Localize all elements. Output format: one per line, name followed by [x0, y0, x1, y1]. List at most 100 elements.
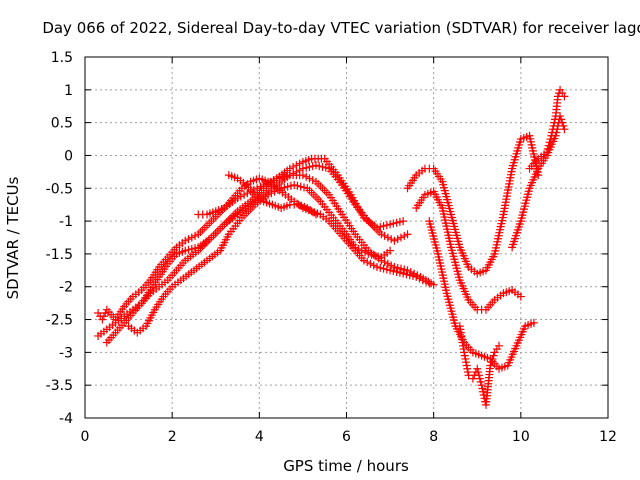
data-point-marker: [383, 259, 392, 268]
data-point-marker: [412, 272, 421, 281]
data-point-marker: [367, 250, 376, 259]
data-point-marker: [191, 231, 200, 240]
data-point-marker: [216, 224, 225, 233]
data-point-marker: [368, 221, 377, 230]
data-point-marker: [302, 172, 311, 181]
data-point-marker: [374, 252, 383, 261]
data-point-marker: [547, 131, 556, 140]
data-point-marker: [307, 188, 316, 197]
data-point-marker: [393, 235, 402, 244]
x-tick-label: 2: [168, 429, 177, 445]
data-point-marker: [550, 118, 559, 127]
chart-title: Day 066 of 2022, Sidereal Day-to-day VTE…: [42, 19, 640, 37]
data-point-marker: [463, 368, 472, 377]
data-point-marker: [314, 179, 323, 188]
data-point-marker: [205, 219, 214, 228]
data-point-marker: [383, 233, 392, 242]
data-point-marker: [98, 315, 107, 324]
data-point-marker: [243, 189, 252, 198]
y-tick-label: -1.5: [46, 247, 73, 263]
series-arc-11: [508, 112, 569, 252]
data-point-marker: [418, 276, 427, 285]
data-point-marker: [366, 259, 375, 268]
data-point-marker: [548, 125, 557, 134]
y-tick-label: -3: [59, 345, 73, 361]
data-point-marker: [461, 354, 470, 363]
data-point-marker: [545, 138, 554, 147]
data-point-marker: [379, 222, 388, 231]
data-point-marker: [550, 115, 559, 124]
data-point-marker: [542, 148, 551, 157]
x-tick-label: 8: [429, 429, 438, 445]
data-point-marker: [369, 261, 378, 270]
data-point-marker: [395, 217, 404, 226]
axis-ticks: -4 -3.5 -3 -2.5 -2 -1.5 -1 -0.5 0 0.5 1 1.5 0 2 4 6 8 10 1…: [46, 50, 617, 445]
series-arc-6: [224, 171, 320, 219]
y-axis-label: SDTVAR / TECUs: [4, 176, 22, 299]
data-point-marker: [396, 233, 405, 242]
data-point-marker: [560, 92, 569, 101]
data-point-marker: [315, 162, 324, 171]
data-point-marker: [406, 267, 415, 276]
data-point-marker: [393, 263, 402, 272]
data-point-marker: [379, 264, 388, 273]
data-point-marker: [478, 384, 487, 393]
data-point-marker: [399, 217, 408, 226]
data-point-marker: [264, 190, 273, 199]
data-point-marker: [198, 225, 207, 234]
series-arc-5: [194, 174, 434, 288]
data-point-marker: [295, 166, 304, 175]
data-point-marker: [559, 121, 568, 130]
data-point-marker: [318, 184, 327, 193]
data-point-marker: [311, 161, 320, 170]
data-point-marker: [363, 258, 372, 267]
data-point-marker: [292, 167, 301, 176]
x-tick-label: 4: [255, 429, 264, 445]
data-point-marker: [389, 267, 398, 276]
data-point-marker: [390, 236, 399, 245]
data-point-marker: [209, 214, 218, 223]
data-point-marker: [463, 364, 472, 373]
data-point-marker: [468, 374, 477, 383]
data-point-marker: [546, 135, 555, 144]
y-tick-label: 0: [64, 148, 73, 164]
data-point-marker: [387, 261, 396, 270]
data-point-marker: [476, 377, 485, 386]
data-point-marker: [218, 222, 227, 231]
data-point-marker: [298, 164, 307, 173]
data-point-marker: [240, 190, 249, 199]
data-point-marker: [364, 249, 373, 258]
data-point-marker: [375, 228, 384, 237]
data-point-marker: [101, 308, 110, 317]
y-tick-label: -0.5: [46, 181, 73, 197]
y-tick-label: -2.5: [46, 313, 73, 329]
series-arc-8: [412, 187, 525, 314]
data-point-marker: [386, 266, 395, 275]
data-point-marker: [548, 128, 557, 137]
data-point-marker: [311, 210, 320, 219]
data-point-marker: [280, 183, 289, 192]
data-point-marker: [181, 236, 190, 245]
data-point-marker: [359, 256, 368, 265]
data-point-marker: [475, 374, 484, 383]
data-point-marker: [308, 176, 317, 185]
data-point-marker: [425, 279, 434, 288]
data-point-marker: [390, 263, 399, 272]
y-tick-label: -3.5: [46, 378, 73, 394]
data-point-marker: [305, 162, 314, 171]
data-point-marker: [196, 228, 205, 237]
data-point-marker: [318, 162, 327, 171]
data-point-marker: [402, 270, 411, 279]
data-point-marker: [544, 141, 553, 150]
data-point-marker: [209, 231, 218, 240]
data-point-marker: [396, 264, 405, 273]
x-axis-label: GPS time / hours: [283, 457, 409, 475]
data-point-marker: [376, 263, 385, 272]
y-tick-label: 1: [64, 83, 73, 99]
data-point-marker: [187, 233, 196, 242]
data-point-marker: [400, 265, 409, 274]
data-point-marker: [488, 354, 497, 363]
series-arc-12: [525, 85, 569, 173]
data-point-marker: [462, 361, 471, 370]
